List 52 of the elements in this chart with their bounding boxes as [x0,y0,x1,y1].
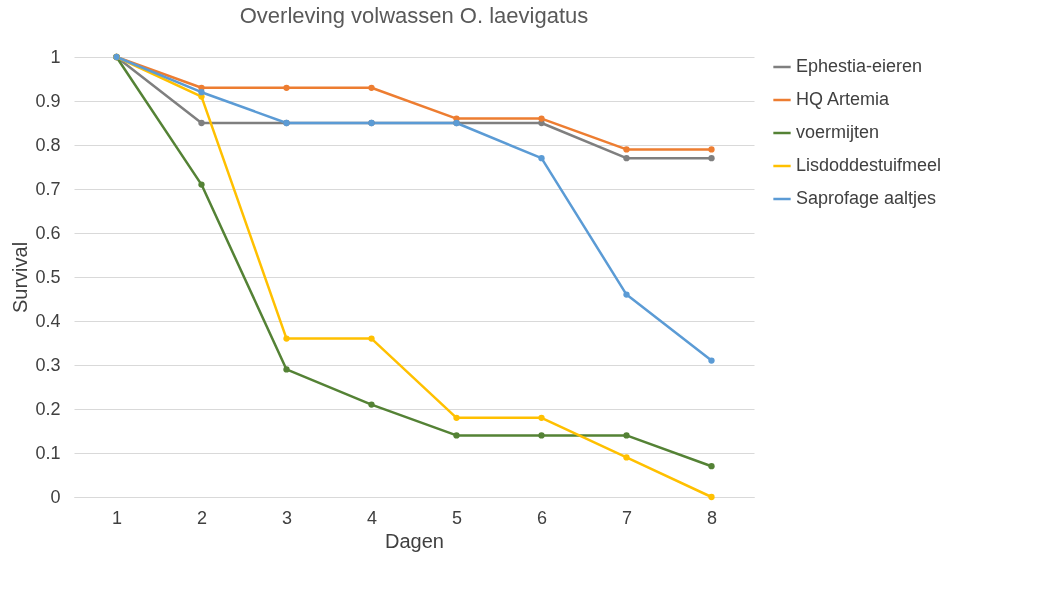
y-tick-label: 0.1 [35,442,61,463]
point [708,155,715,162]
legend-label: Lisdoddestuifmeel [796,155,942,175]
y-tick-label: 0 [50,486,61,507]
point [623,432,630,439]
point [198,119,205,127]
point [623,454,630,461]
y-tick-label: 1 [50,46,61,67]
x-axis-title: Dagen [385,529,444,552]
y-tick-label: 0.4 [35,310,61,331]
point [708,357,715,364]
y-tick-label: 0.9 [35,90,61,111]
point [368,84,375,91]
y-axis-title: Survival [9,241,32,314]
point [708,463,715,470]
point [708,493,715,501]
point [283,335,290,342]
point [538,115,545,122]
x-tick-label: 1 [111,507,123,528]
legend-label: Ephestia-eieren [796,56,923,76]
legend-label: voermijten [796,122,880,142]
y-tick-label: 0.5 [35,266,61,287]
y-tick-label: 0.2 [35,398,61,419]
x-tick-label: 3 [281,507,293,528]
x-tick-label: 8 [706,507,718,528]
y-tick-label: 0.6 [35,222,61,243]
point [538,432,545,439]
legend-label: HQ Artemia [796,89,891,109]
point [368,401,375,408]
point [453,414,460,421]
point [623,291,630,298]
y-tick-label: 0.8 [35,134,61,155]
point [708,146,715,153]
point [283,84,290,91]
y-tick-label: 0.3 [35,354,61,375]
legend-label: Saprofage aaltjes [796,188,937,208]
x-tick-label: 7 [621,507,633,528]
point [368,335,375,342]
point [453,432,460,439]
y-tick-label: 0.7 [35,178,61,199]
point [623,146,630,153]
point [198,89,205,96]
x-tick-label: 4 [366,507,378,528]
x-tick-label: 5 [451,507,463,528]
chart-title: Overleving volwassen O. laevigatus [239,3,589,28]
point [283,366,290,373]
point [623,155,630,162]
point [198,181,205,188]
point [538,414,545,421]
x-tick-label: 6 [536,507,548,528]
point [538,155,545,162]
x-tick-label: 2 [196,507,208,528]
